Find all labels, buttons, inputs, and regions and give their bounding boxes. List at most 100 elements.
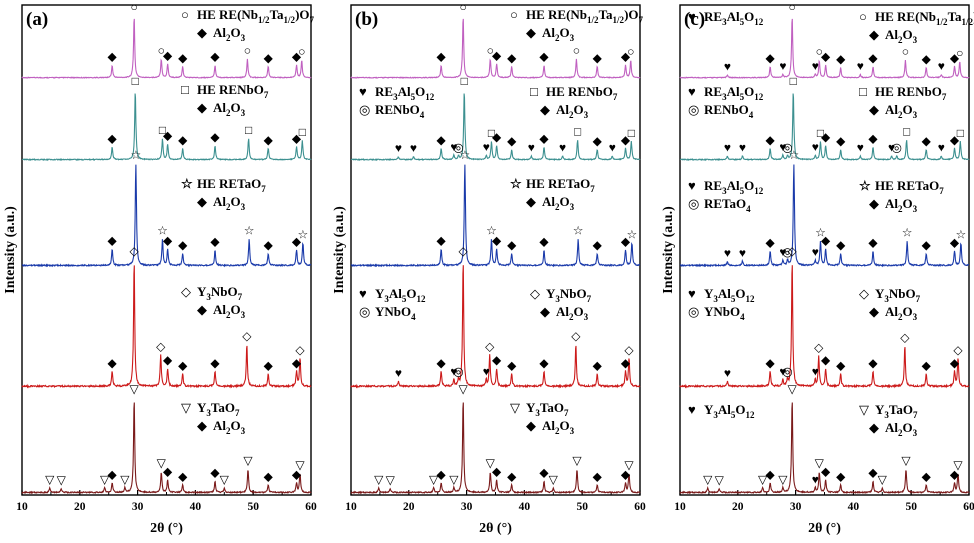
peak-marker: ♥	[888, 141, 895, 155]
peak-marker: ○	[298, 45, 305, 59]
legend-label: RE3​Al5​O12​	[704, 178, 764, 196]
legend-label: Al2​O3​	[885, 304, 918, 322]
xrd-series-4: ♥◆♥◎◇♥◇◆◆◆◇◆◆◇♥Y3​Al5​O12​◎YNbO4​◇Y3​NbO…	[679, 244, 970, 389]
formula-text: Ta	[599, 7, 613, 22]
peak-marker: ○	[244, 43, 251, 57]
x-tick-label: 20	[403, 501, 415, 513]
peak-marker: ◇	[624, 343, 634, 357]
formula-text: HE RETaO	[197, 176, 261, 191]
peak-marker: ◆	[108, 131, 118, 145]
peak-marker: ▽	[878, 472, 888, 486]
peak-marker: □	[132, 74, 139, 88]
peak-marker: ▽	[157, 456, 167, 470]
formula-text: RE	[375, 84, 393, 99]
formula-text: Al	[213, 302, 226, 317]
peak-marker: ▽	[953, 458, 963, 472]
formula-text: O	[415, 84, 425, 99]
peak-marker: ◆	[836, 469, 846, 483]
formula-subscript: 3	[913, 110, 918, 120]
peak-marker: ◇	[814, 341, 824, 355]
formula-text: HE RENbO	[197, 82, 264, 97]
peak-marker: ◆	[539, 235, 549, 249]
xrd-series-1: ◆○○◆◆◆○◆◆○○HE RE(Nb1/2​Ta1/2​)O7​◆Al2​O3…	[350, 0, 644, 79]
peak-marker: ☆	[956, 228, 967, 242]
peak-marker: ◎	[453, 365, 463, 379]
peak-marker: ◆	[210, 235, 220, 249]
peak-marker: ▽	[45, 472, 55, 486]
formula-subscript: 2	[226, 33, 231, 43]
legend-symbol: ◆	[869, 102, 879, 117]
formula-subscript: 5	[731, 294, 736, 304]
peak-marker: ♥	[609, 141, 616, 155]
legend-label: Al2​O3​	[213, 302, 246, 320]
peak-marker: ◆	[163, 353, 173, 367]
formula-subscript: 7	[587, 294, 592, 304]
peak-marker: ◆	[766, 236, 776, 250]
formula-text: O	[903, 420, 913, 435]
formula-subscript: 12	[754, 186, 764, 196]
formula-subscript: 2	[898, 428, 903, 438]
formula-text: Al	[398, 84, 411, 99]
peak-marker: □	[299, 125, 306, 139]
formula-text: YNbO	[704, 304, 740, 319]
legend-label: HE RETaO7​	[197, 176, 266, 194]
peak-marker: ♥	[812, 472, 819, 486]
peak-marker: ◆	[821, 130, 831, 144]
peak-marker: ◆	[108, 356, 118, 370]
peak-marker: ◆	[836, 134, 846, 148]
xrd-series-5: ▽▽▽◆▽▽▽◆◆◆▽▽◆◆▽▽Y3​TaO7​◆Al2​O3​	[350, 382, 641, 495]
formula-text: Al	[885, 420, 898, 435]
peak-marker: ◆	[766, 356, 776, 370]
formula-text: O	[231, 25, 241, 40]
peak-marker: ◆	[437, 468, 447, 482]
legend-symbol: ☆	[510, 176, 522, 191]
peak-marker: ♥	[812, 140, 819, 154]
formula-text: Al	[556, 304, 569, 319]
formula-text: Y	[704, 402, 714, 417]
formula-subscript: 2	[898, 204, 903, 214]
peak-marker: ◆	[492, 130, 502, 144]
peak-marker: ▽	[549, 472, 559, 486]
legend-symbol: □	[859, 84, 867, 99]
peak-marker: ♥	[724, 141, 731, 155]
formula-subscript: 5	[402, 294, 407, 304]
formula-subscript: 3	[570, 426, 575, 436]
formula-text: Al	[727, 84, 740, 99]
x-tick-label: 60	[634, 501, 646, 513]
formula-text: NbO	[889, 286, 916, 301]
legend-symbol: ○	[859, 9, 867, 24]
formula-subscript: 7	[310, 15, 315, 25]
formula-subscript: 3	[384, 294, 389, 304]
legend-label: Y3​Al5​O12​	[375, 286, 426, 304]
formula-subscript: 1/2	[284, 15, 296, 25]
peak-marker: ◆	[922, 238, 932, 252]
xrd-pattern-line	[350, 164, 641, 268]
formula-subscript: 2	[555, 202, 560, 212]
legend-label: Y3​NbO7​	[197, 284, 243, 302]
xrd-series-3: ◆☆☆◆◆◆☆◆◆☆☆HE RETaO7​◆Al2​O3​	[350, 148, 641, 268]
legend-label: HE RENbO7​	[197, 82, 269, 100]
peak-marker: ◆	[539, 356, 549, 370]
formula-subscript: 12	[754, 17, 764, 27]
peak-marker: ◆	[178, 358, 188, 372]
xrd-pattern-line	[679, 402, 970, 495]
legend-label: Al2​O3​	[213, 100, 246, 118]
legend-symbol: ◎	[688, 196, 699, 211]
peak-marker: ◆	[210, 466, 220, 480]
peak-marker: ♥	[938, 141, 945, 155]
peak-marker: ♥	[450, 365, 457, 379]
xrd-pattern-line	[21, 93, 312, 162]
peak-marker: ○	[487, 43, 494, 57]
formula-text: HE RENbO	[875, 84, 942, 99]
peak-marker: ◆	[868, 51, 878, 65]
legend-symbol: ○	[181, 7, 189, 22]
xrd-pattern-line	[21, 18, 312, 79]
peak-marker: ◎	[892, 141, 902, 155]
peak-marker: □	[461, 74, 468, 88]
x-axis-label: 2θ (°)	[479, 521, 512, 536]
peak-marker: ▽	[295, 458, 305, 472]
formula-subscript: 7	[942, 92, 947, 102]
peak-marker: ◆	[264, 133, 274, 147]
formula-subscript: 5	[740, 17, 745, 27]
formula-subscript: 4	[749, 110, 754, 120]
